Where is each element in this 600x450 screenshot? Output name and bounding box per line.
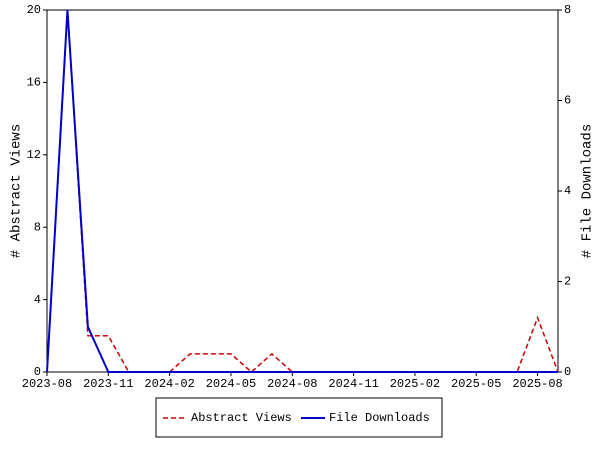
x-tick-label: 2025-05	[451, 377, 501, 391]
y2-tick-label: 4	[564, 184, 571, 198]
plot-frame	[46, 9, 559, 373]
y-tick-label: 0	[34, 365, 41, 379]
legend-box	[155, 397, 443, 438]
x-tick-label: 2025-02	[390, 377, 440, 391]
x-tick-label: 2024-02	[144, 377, 194, 391]
y-tick-label: 8	[34, 220, 41, 234]
x-tick-label: 2023-11	[83, 377, 133, 391]
y-tick-label: 12	[27, 148, 41, 162]
series-line	[46, 9, 559, 374]
y2-tick-label: 2	[564, 275, 571, 289]
y-tick-label: 4	[34, 293, 41, 307]
series-line	[46, 9, 558, 373]
legend-label: File Downloads	[329, 411, 430, 425]
x-tick-label: 2025-08	[512, 377, 562, 391]
y2-tick-label: 8	[564, 3, 571, 17]
y2-axis-label: # File Downloads	[580, 124, 596, 258]
x-tick-label: 2024-11	[328, 377, 378, 391]
y2-tick-label: 6	[564, 94, 571, 108]
x-tick-label: 2024-05	[206, 377, 256, 391]
x-tick-label: 2023-08	[22, 377, 72, 391]
y-axis-label: # Abstract Views	[9, 124, 25, 258]
y-tick-label: 20	[27, 3, 41, 17]
y2-tick-label: 0	[564, 365, 571, 379]
y-tick-label: 16	[27, 76, 41, 90]
legend-label: Abstract Views	[191, 411, 292, 425]
x-tick-label: 2024-08	[267, 377, 317, 391]
